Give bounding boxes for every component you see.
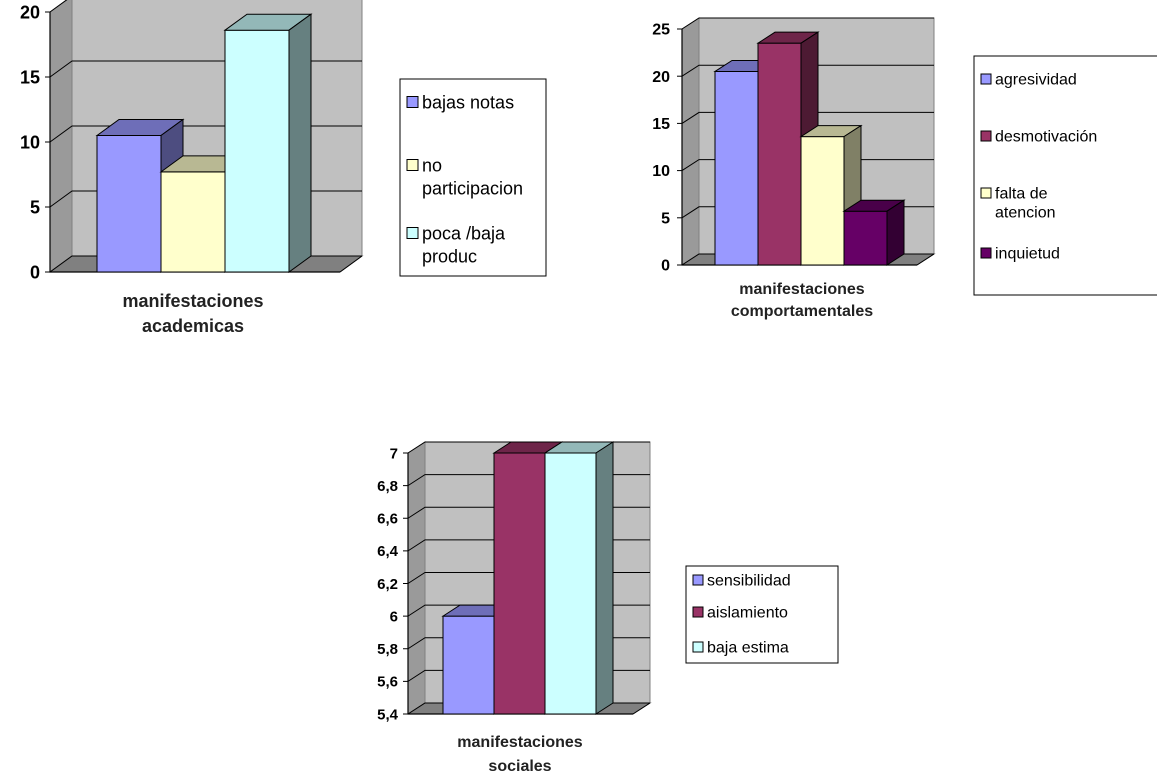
category-label: comportamentales — [731, 303, 873, 320]
x-axis-end — [632, 702, 651, 715]
y-tick-label: 6,2 — [377, 576, 398, 593]
legend-label: falta de — [995, 186, 1048, 203]
legend-label: agresividad — [995, 72, 1077, 89]
y-tick-label: 0 — [661, 258, 670, 275]
gridline — [49, 0, 68, 13]
category-label: sociales — [488, 758, 551, 775]
legend-swatch — [692, 606, 704, 618]
y-tick-label: 6 — [390, 608, 398, 625]
legend-swatch — [406, 227, 419, 239]
x-axis-end — [916, 253, 935, 266]
y-tick-label: 20 — [20, 2, 40, 22]
y-tick-label: 25 — [652, 22, 670, 39]
x-axis-end — [339, 255, 363, 273]
y-tick-label: 5 — [30, 197, 40, 217]
y-tick-label: 10 — [20, 132, 40, 152]
y-tick-label: 15 — [652, 116, 670, 133]
legend-box — [973, 55, 1157, 296]
y-tick-label: 6,6 — [377, 511, 398, 528]
y-tick-label: 5,4 — [377, 706, 399, 723]
bar — [544, 452, 597, 715]
y-tick-label: 15 — [20, 67, 40, 87]
legend-label: inquietud — [995, 246, 1060, 263]
legend-swatch — [980, 187, 992, 199]
legend-label: no — [422, 155, 442, 175]
bar-side — [288, 13, 312, 273]
y-tick-label: 20 — [652, 69, 670, 86]
bar — [96, 135, 162, 273]
legend-label: participacion — [422, 178, 523, 198]
legend-swatch — [980, 247, 992, 259]
legend-label: bajas notas — [422, 92, 514, 112]
legend-swatch — [692, 641, 704, 653]
legend-label: poca /baja — [422, 223, 506, 243]
y-tick-label: 5,8 — [377, 641, 398, 658]
category-label: academicas — [142, 316, 244, 336]
category-label: manifestaciones — [739, 281, 864, 298]
legend-swatch — [692, 574, 704, 586]
y-tick-label: 6,8 — [377, 478, 398, 495]
legend-swatch — [980, 73, 992, 85]
category-label: manifestaciones — [122, 291, 263, 311]
legend-label: sensibilidad — [707, 573, 791, 590]
gridline — [681, 17, 934, 30]
y-tick-label: 5 — [661, 210, 670, 227]
bar — [493, 452, 546, 715]
y-tick-label: 6,4 — [377, 543, 399, 560]
legend-box — [399, 78, 547, 277]
bar-side — [886, 199, 905, 266]
gridline — [681, 64, 934, 77]
category-label: manifestaciones — [457, 734, 582, 751]
legend-box — [685, 565, 839, 664]
gridline — [681, 111, 934, 124]
legend-label: atencion — [995, 205, 1056, 222]
y-tick-label: 10 — [652, 163, 670, 180]
legend-swatch — [406, 96, 419, 108]
legend-label: aislamiento — [707, 605, 788, 622]
legend-swatch — [980, 130, 992, 142]
y-tick-label: 0 — [30, 262, 40, 282]
legend-label: desmotivación — [995, 129, 1097, 146]
y-tick-label: 7 — [390, 445, 398, 462]
legend-label: produc — [422, 246, 477, 266]
legend-label: baja estima — [707, 640, 789, 657]
bar — [442, 615, 495, 715]
bar — [224, 29, 290, 273]
legend-swatch — [406, 159, 419, 171]
y-tick-label: 5,6 — [377, 674, 398, 691]
bar-side — [595, 441, 614, 715]
